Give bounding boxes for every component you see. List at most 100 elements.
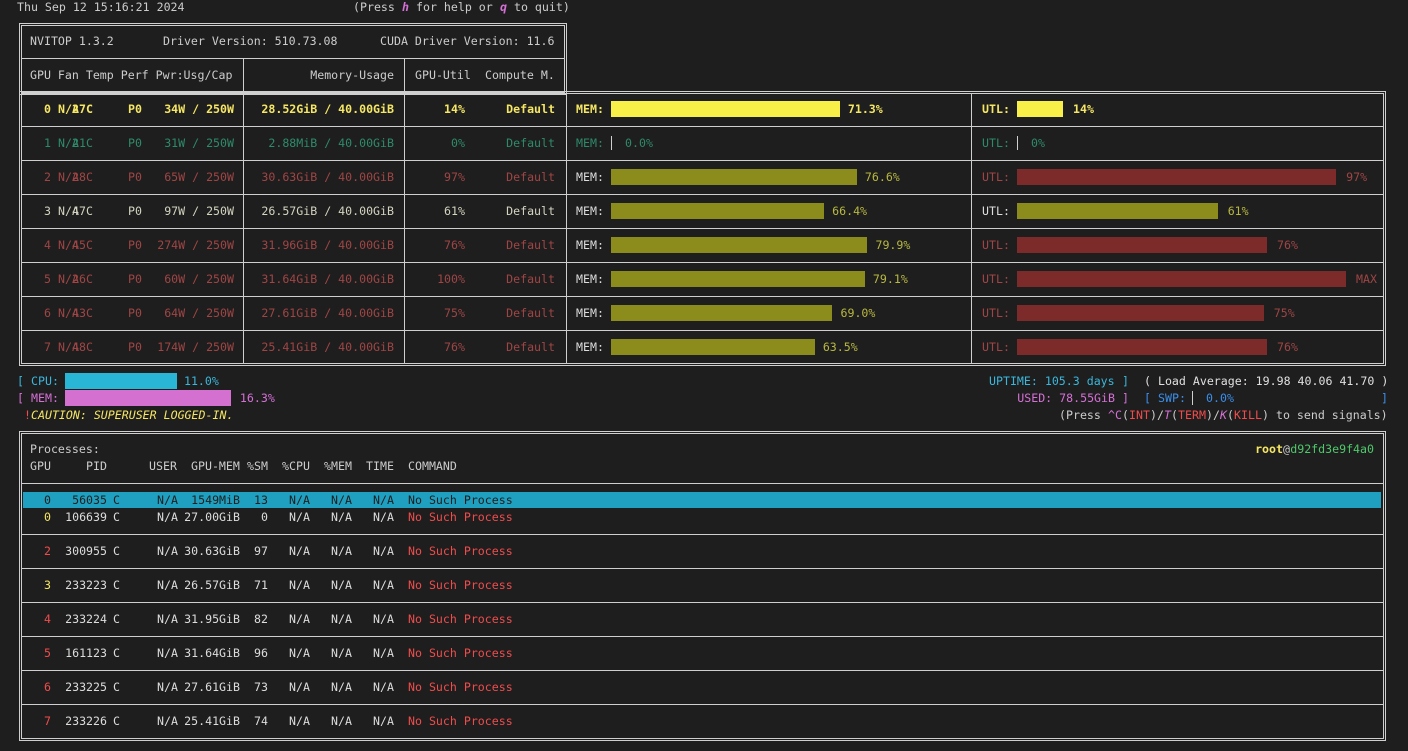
process-cell: N/A: [157, 680, 178, 694]
text-part: for help or: [409, 0, 500, 14]
at: @: [1283, 442, 1290, 456]
process-cell: 233226: [65, 714, 107, 728]
process-cell: 31.64GiB: [184, 646, 240, 660]
mem-percent: 66.4%: [832, 204, 868, 218]
bracket: [: [17, 374, 24, 388]
command: No Such Process: [408, 612, 513, 626]
separator: [22, 262, 1383, 263]
swap-percent: 0.0%: [1206, 391, 1234, 405]
perf-state: P0: [128, 340, 142, 354]
process-cell: 300955: [65, 544, 107, 558]
util-label: UTL:: [982, 102, 1010, 116]
mem-bar: [611, 203, 825, 219]
process-cell: 27.00GiB: [184, 510, 240, 524]
util-label: UTL:: [982, 204, 1010, 218]
separator: [22, 670, 1383, 671]
separator: [22, 160, 1383, 161]
process-cell: 6: [44, 680, 51, 694]
util-percent: MAX: [1356, 272, 1377, 286]
process-cell: N/A: [157, 544, 178, 558]
process-box: [19, 431, 1386, 741]
compute-mode: Default: [506, 204, 555, 218]
gpu-util: 76%: [444, 340, 465, 354]
temperature: 43C: [72, 306, 93, 320]
separator: [22, 58, 564, 59]
power: 34W / 250W: [164, 102, 234, 116]
mem-label: MEM:: [31, 391, 59, 405]
separator: [22, 636, 1383, 637]
gpu-index: 0: [44, 102, 51, 116]
compute-mode: Default: [506, 170, 555, 184]
cuda-version: CUDA Driver Version: 11.6: [380, 34, 555, 48]
mem-label: MEM:: [576, 136, 604, 150]
process-cell: N/A: [157, 714, 178, 728]
perf-state: P0: [128, 306, 142, 320]
temperature: 47C: [72, 204, 93, 218]
separator: [22, 602, 1383, 603]
text-part: K: [1220, 408, 1227, 422]
temperature: 21C: [72, 136, 93, 150]
process-cell: 71: [254, 578, 268, 592]
process-cell: 4: [44, 612, 51, 626]
process-cell: N/A: [289, 714, 310, 728]
mem-percent: 63.5%: [822, 340, 858, 354]
column-header: COMMAND: [408, 459, 457, 473]
mem-bar: [611, 101, 840, 117]
perf-state: P0: [128, 170, 142, 184]
process-cell: N/A: [157, 510, 178, 524]
bracket: ]: [1381, 391, 1388, 405]
swap-label: SWP:: [1158, 391, 1186, 405]
process-cell: 2: [44, 544, 51, 558]
process-cell: C: [113, 510, 120, 524]
process-cell: 3: [44, 578, 51, 592]
process-cell: N/A: [331, 493, 352, 507]
util-bar: [1017, 169, 1337, 185]
process-cell: 13: [254, 493, 268, 507]
gpu-util: 14%: [444, 102, 465, 116]
text-part: h: [402, 0, 409, 14]
text-part: )/: [1150, 408, 1164, 422]
compute-mode: Default: [506, 306, 555, 320]
cpu-label: CPU:: [31, 374, 59, 388]
timestamp: Thu Sep 12 15:16:21 2024: [17, 0, 185, 14]
mem-percent: 0.0%: [625, 136, 653, 150]
column-header: PID: [86, 459, 107, 473]
mem-label: MEM:: [576, 102, 604, 116]
perf-state: P0: [128, 272, 142, 286]
process-cell: N/A: [289, 493, 310, 507]
bracket: ]: [1122, 391, 1129, 405]
fan: N/A: [58, 238, 79, 252]
separator: [1017, 136, 1018, 150]
mem-label: MEM:: [576, 238, 604, 252]
util-label: UTL:: [982, 306, 1010, 320]
fan: N/A: [58, 170, 79, 184]
bracket: [: [17, 391, 24, 405]
memory-usage: 27.61GiB / 40.00GiB: [261, 306, 394, 320]
process-cell: N/A: [331, 510, 352, 524]
device-box: [19, 91, 1386, 366]
mem-label: MEM:: [576, 204, 604, 218]
compute-mode: Default: [506, 238, 555, 252]
separator: [22, 126, 1383, 127]
process-cell: N/A: [331, 680, 352, 694]
process-cell: 7: [44, 714, 51, 728]
mem-bar: [611, 305, 833, 321]
memory-usage: 28.52GiB / 40.00GiB: [261, 102, 394, 116]
gpu-util: 76%: [444, 238, 465, 252]
text-part: KILL: [1234, 408, 1262, 422]
separator: [1192, 391, 1193, 405]
load-average: ( Load Average: 19.98 40.06 41.70 ): [1144, 374, 1389, 388]
process-cell: 56035: [72, 493, 107, 507]
fan: N/A: [58, 136, 79, 150]
selected-row[interactable]: [23, 492, 1381, 508]
process-cell: 27.61GiB: [184, 680, 240, 694]
process-cell: N/A: [373, 578, 394, 592]
perf-state: P0: [128, 204, 142, 218]
gpu-index: 4: [44, 238, 51, 252]
process-cell: N/A: [331, 578, 352, 592]
power: 60W / 250W: [164, 272, 234, 286]
mem-bar: [611, 237, 868, 253]
process-cell: 97: [254, 544, 268, 558]
text-part: )/: [1206, 408, 1220, 422]
power: 31W / 250W: [164, 136, 234, 150]
